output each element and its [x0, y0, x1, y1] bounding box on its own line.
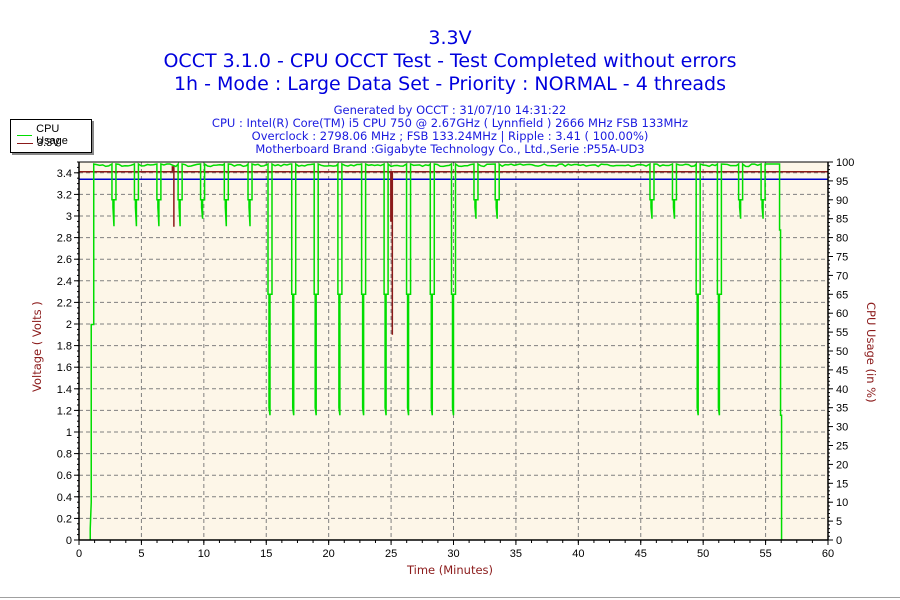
y-tick-label-right: 100 — [836, 157, 854, 169]
x-tick-label: 10 — [198, 548, 210, 560]
y-tick-label-right: 15 — [836, 478, 848, 490]
y-tick-label-right: 25 — [836, 441, 848, 453]
x-tick-label: 55 — [759, 548, 771, 560]
y-axis-label-right: CPU Usage (in %) — [864, 302, 878, 403]
y-tick-label-right: 60 — [836, 308, 848, 320]
legend-label: 3.3V — [37, 137, 60, 149]
divider — [0, 597, 900, 598]
y-tick-label-left: 2.2 — [57, 297, 72, 309]
y-tick-label-right: 90 — [836, 195, 848, 207]
legend-label: CPU Usage — [36, 123, 68, 147]
x-tick-label: 45 — [635, 548, 647, 560]
x-tick-label: 50 — [697, 548, 709, 560]
y-tick-label-right: 65 — [836, 289, 848, 301]
x-tick-label: 15 — [260, 548, 272, 560]
x-tick-label: 35 — [510, 548, 522, 560]
chart-title: 3.3V — [428, 27, 472, 49]
x-tick-label: 40 — [572, 548, 584, 560]
chart-legend: CPU Usage 3.3V — [10, 119, 92, 153]
y-tick-label-right: 0 — [836, 535, 842, 547]
test-mode-line: 1h - Mode : Large Data Set - Priority : … — [173, 73, 727, 95]
y-tick-label-right: 45 — [836, 365, 848, 377]
green-line-swatch-icon — [17, 134, 33, 136]
y-tick-label-left: 0.2 — [57, 513, 72, 525]
y-tick-label-left: 1.6 — [57, 362, 72, 374]
y-tick-label-right: 35 — [836, 403, 848, 415]
y-tick-label-left: 3 — [66, 211, 72, 223]
y-tick-label-left: 1 — [66, 427, 72, 439]
cpu-info: CPU : Intel(R) Core(TM) i5 CPU 750 @ 2.6… — [211, 116, 689, 130]
x-axis-label: Time (Minutes) — [406, 563, 494, 577]
y-tick-label-left: 3.2 — [57, 189, 72, 201]
y-tick-label-left: 2.6 — [57, 254, 72, 266]
y-tick-label-right: 80 — [836, 233, 848, 245]
y-tick-label-left: 0.6 — [57, 470, 72, 482]
x-tick-label: 0 — [76, 548, 82, 560]
y-tick-label-right: 30 — [836, 422, 848, 434]
x-tick-label: 60 — [822, 548, 834, 560]
y-tick-label-right: 85 — [836, 214, 848, 226]
y-tick-label-right: 70 — [836, 270, 848, 282]
y-tick-label-left: 1.8 — [57, 341, 72, 353]
voltage-series-line — [79, 166, 828, 335]
legend-item-3v3: 3.3V — [17, 137, 60, 149]
y-tick-label-right: 20 — [836, 459, 848, 471]
y-tick-label-right: 55 — [836, 327, 848, 339]
cpu-usage-series-line — [89, 162, 783, 540]
y-tick-label-left: 0.4 — [57, 492, 72, 504]
y-tick-label-left: 2 — [66, 319, 72, 331]
y-tick-label-left: 0 — [66, 535, 72, 547]
y-tick-label-left: 1.4 — [57, 384, 72, 396]
y-tick-label-left: 2.8 — [57, 233, 72, 245]
motherboard-info: Motherboard Brand :Gigabyte Technology C… — [255, 142, 645, 156]
overclock-info: Overclock : 2798.06 MHz ; FSB 133.24MHz … — [251, 129, 649, 143]
y-tick-label-left: 0.8 — [57, 449, 72, 461]
y-tick-label-right: 95 — [836, 176, 848, 188]
y-tick-label-right: 75 — [836, 252, 848, 264]
x-tick-label: 20 — [323, 548, 335, 560]
y-tick-label-right: 40 — [836, 384, 848, 396]
y-tick-label-left: 2.4 — [57, 276, 72, 288]
y-tick-label-right: 5 — [836, 516, 842, 528]
legend-item-cpu-usage: CPU Usage — [17, 123, 91, 147]
x-tick-label: 5 — [138, 548, 144, 560]
y-tick-label-right: 50 — [836, 346, 848, 358]
generated-info: Generated by OCCT : 31/07/10 14:31:22 — [333, 103, 567, 117]
y-tick-label-right: 10 — [836, 497, 848, 509]
y-tick-label-left: 1.2 — [57, 405, 72, 417]
y-tick-label-left: 3.4 — [57, 168, 72, 180]
y-axis-label-left: Voltage ( Volts ) — [30, 301, 44, 392]
red-line-swatch-icon — [17, 142, 33, 144]
x-tick-label: 30 — [447, 548, 459, 560]
test-summary-line: OCCT 3.1.0 - CPU OCCT Test - Test Comple… — [163, 50, 737, 72]
x-tick-label: 25 — [385, 548, 397, 560]
